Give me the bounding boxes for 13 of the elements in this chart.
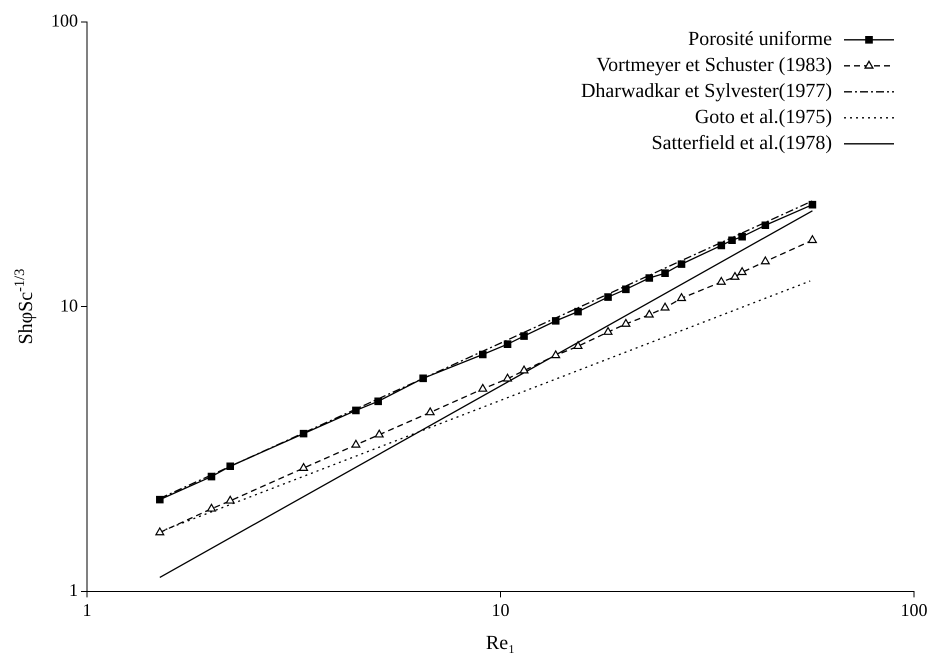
legend-label: Porosité uniforme bbox=[688, 28, 832, 50]
legend-label: Satterfield et al.(1978) bbox=[652, 132, 832, 154]
legend-label: Dharwadkar et Sylvester(1977) bbox=[580, 80, 832, 102]
y-axis-title: ShφSc-1/3 bbox=[12, 268, 37, 345]
x-tick-label: 1 bbox=[82, 600, 92, 620]
y-tick-label: 10 bbox=[60, 295, 78, 316]
x-tick-label: 10 bbox=[492, 600, 510, 620]
y-tick-label: 100 bbox=[51, 10, 78, 31]
legend-label: Vortmeyer et Schuster (1983) bbox=[596, 54, 832, 76]
legend-label: Goto et al.(1975) bbox=[694, 106, 832, 128]
x-tick-label: 100 bbox=[900, 600, 928, 620]
y-tick-label: 1 bbox=[69, 580, 78, 600]
x-axis-title: Re₁ bbox=[486, 632, 516, 654]
